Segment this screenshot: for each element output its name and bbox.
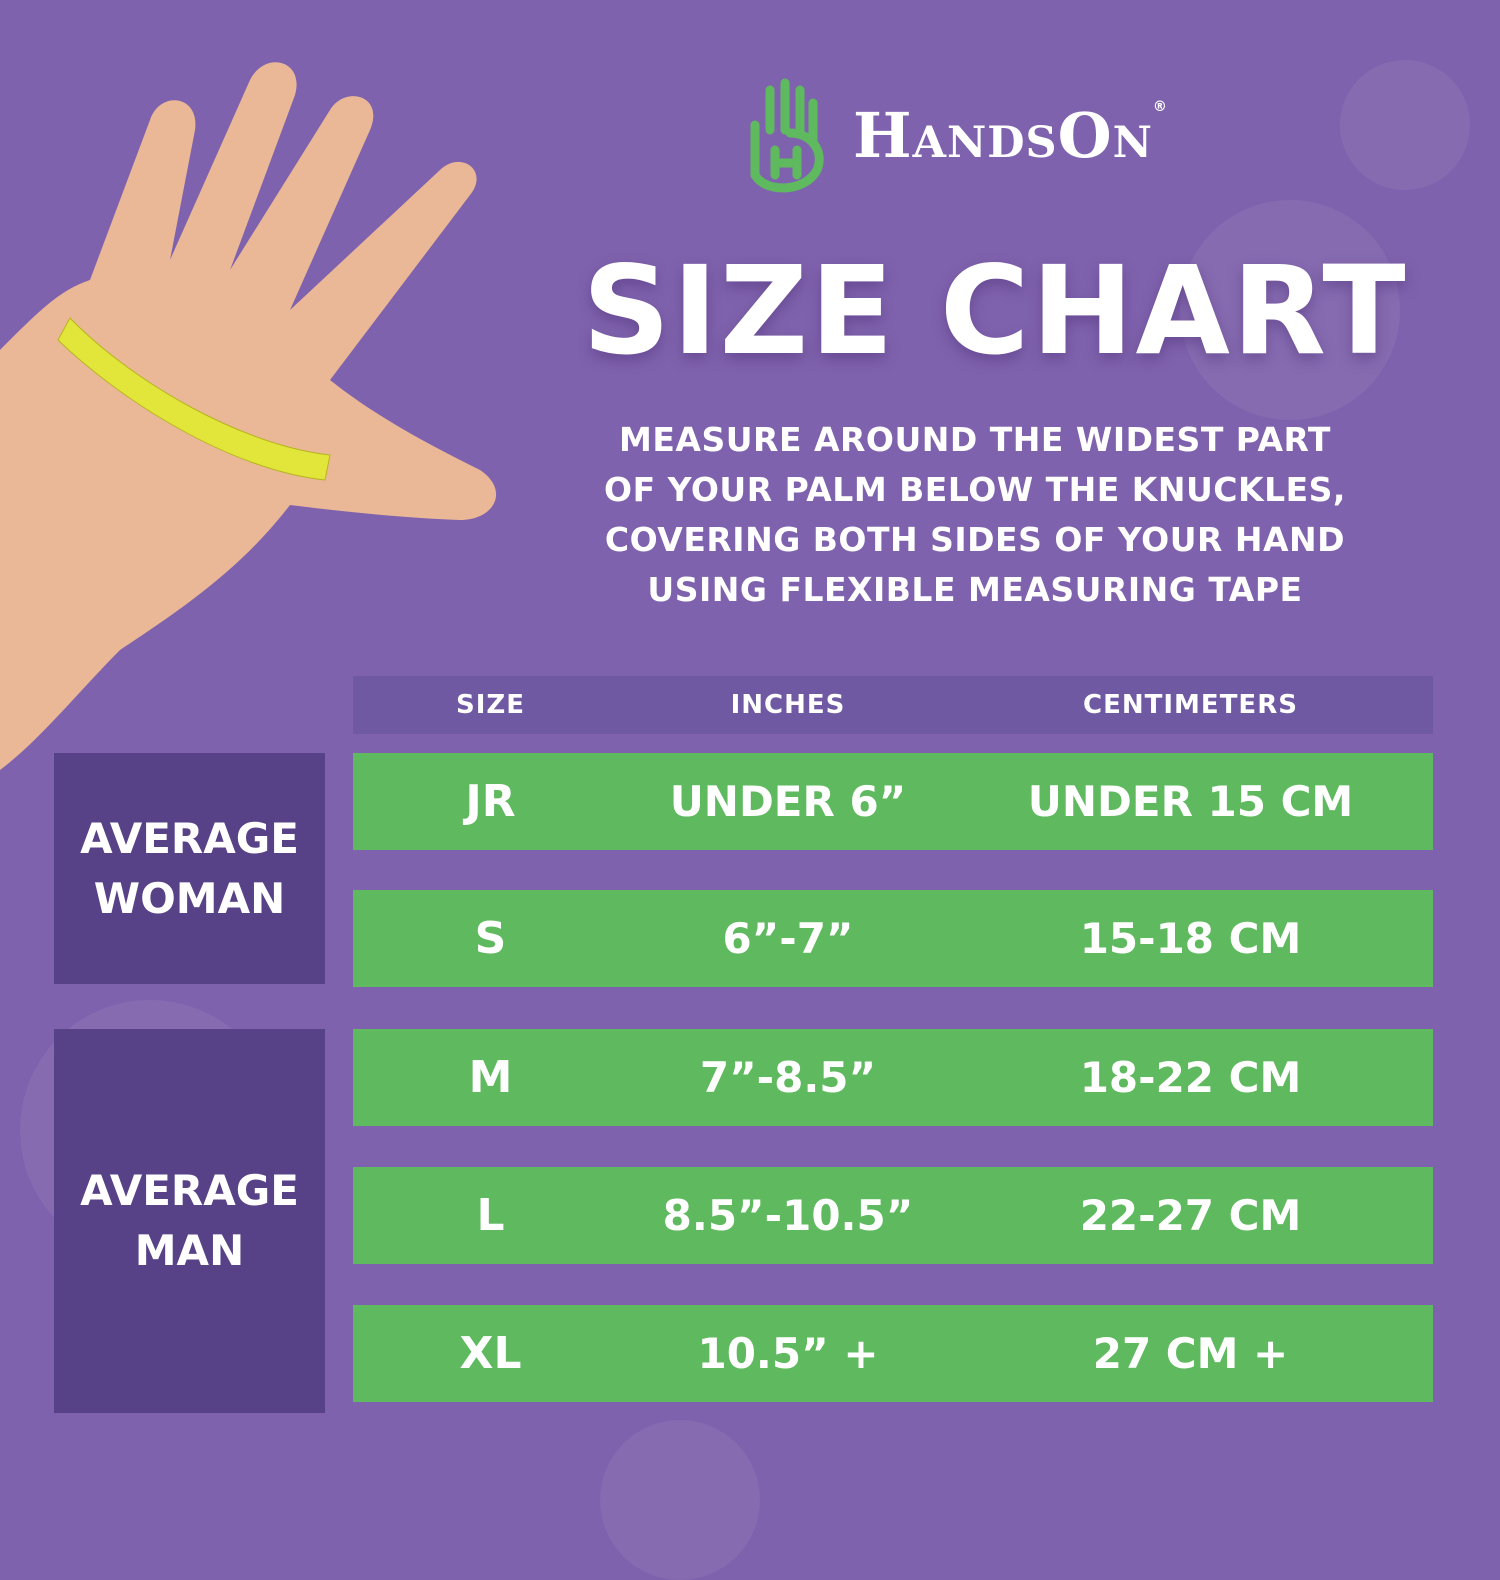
table-row: M 7”-8.5” 18-22 CM <box>353 1029 1433 1126</box>
group-label: WOMAN <box>93 873 286 923</box>
page-title: SIZE CHART <box>582 240 1408 382</box>
size-cell: JR <box>465 776 516 827</box>
header-centimeters: CENTIMETERS <box>1083 690 1298 720</box>
bubble <box>1180 200 1400 420</box>
inches-cell: 8.5”-10.5” <box>662 1191 914 1240</box>
table-row: L 8.5”-10.5” 22-27 CM <box>353 1167 1433 1264</box>
table-row: XL 10.5” + 27 CM + <box>353 1305 1433 1402</box>
inches-cell: 7”-8.5” <box>699 1053 877 1102</box>
cm-cell: 27 CM + <box>1092 1329 1289 1378</box>
size-cell: S <box>474 913 507 964</box>
registered-mark: ® <box>1152 98 1168 115</box>
instruction-line: COVERING BOTH SIDES OF YOUR HAND <box>604 520 1346 559</box>
hand-icon <box>0 62 497 770</box>
size-cell: XL <box>459 1328 522 1379</box>
hand-with-measuring-tape-image <box>0 62 497 770</box>
bubble <box>1340 60 1470 190</box>
group-label: MAN <box>134 1226 245 1275</box>
group-label: AVERAGE <box>80 1166 299 1215</box>
table-header: SIZE INCHES CENTIMETERS <box>353 676 1433 734</box>
measuring-instructions: MEASURE AROUND THE WIDEST PART OF YOUR P… <box>560 415 1390 615</box>
brand-logo: HandsOn® <box>745 75 1168 195</box>
table-row: S 6”-7” 15-18 CM <box>353 890 1433 987</box>
header-size: SIZE <box>455 690 525 720</box>
inches-cell: UNDER 6” <box>669 777 907 826</box>
size-cell: M <box>468 1052 513 1103</box>
instruction-line: MEASURE AROUND THE WIDEST PART <box>619 420 1331 459</box>
header-inches: INCHES <box>730 690 846 720</box>
cm-cell: UNDER 15 CM <box>1027 777 1354 826</box>
measuring-tape-icon <box>57 317 331 481</box>
group-average-man: AVERAGE MAN <box>54 1029 325 1413</box>
table-row: JR UNDER 6” UNDER 15 CM <box>353 753 1433 850</box>
brand-name: HandsOn <box>853 98 1153 172</box>
group-label: AVERAGE <box>80 813 299 863</box>
inches-cell: 10.5” + <box>697 1329 879 1378</box>
group-average-woman: AVERAGE WOMAN <box>54 753 325 984</box>
instruction-line: USING FLEXIBLE MEASURING TAPE <box>647 570 1303 609</box>
cm-cell: 22-27 CM <box>1079 1191 1302 1240</box>
bubble <box>600 1420 760 1580</box>
hand-logo-icon <box>750 78 824 193</box>
size-cell: L <box>476 1190 505 1241</box>
cm-cell: 15-18 CM <box>1079 914 1302 963</box>
inches-cell: 6”-7” <box>722 914 854 963</box>
cm-cell: 18-22 CM <box>1079 1053 1302 1102</box>
instruction-line: OF YOUR PALM BELOW THE KNUCKLES, <box>604 470 1346 509</box>
